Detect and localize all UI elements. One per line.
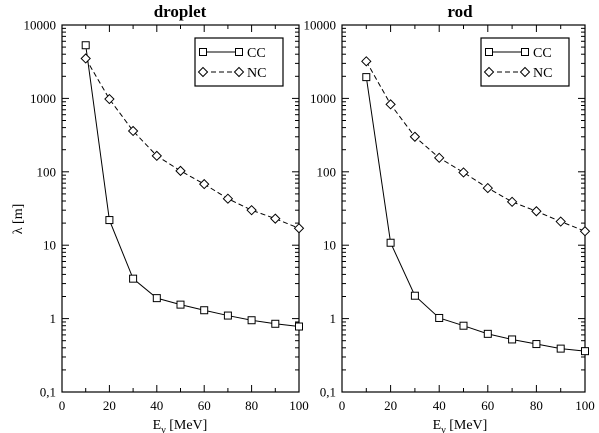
- legend-marker-cc: [199, 48, 207, 56]
- legend-label-cc: CC: [533, 46, 552, 61]
- marker-nc: [361, 56, 372, 67]
- panel-rod: rod Eν [MeV] 0 20 40 60 80 100 0,1 1 10 100 1000 10…: [304, 2, 595, 433]
- y-tick-label: 1000: [310, 91, 336, 106]
- legend-marker-cc: [235, 48, 243, 56]
- marker-cc: [81, 41, 90, 50]
- marker-cc: [152, 294, 161, 303]
- marker-nc: [555, 216, 566, 227]
- series-line-cc: [365, 77, 586, 352]
- x-axis-label-droplet: Eν [MeV]: [153, 418, 208, 433]
- marker-cc: [129, 274, 138, 283]
- x-tick-label: 0: [339, 398, 346, 413]
- marker-cc: [176, 300, 185, 309]
- legend-marker-nc: [233, 66, 245, 78]
- marker-nc: [80, 53, 91, 64]
- marker-nc: [151, 150, 163, 162]
- legend-box: [480, 37, 570, 87]
- x-tick-label: 60: [481, 398, 494, 413]
- marker-cc: [532, 340, 541, 349]
- x-tick-label: 100: [575, 398, 595, 413]
- panel-droplet: droplet λ [m] Eν [MeV] 0 20 40 60 80 100 0,1 1 1…: [11, 2, 309, 433]
- y-tick-label: 100: [317, 164, 337, 179]
- marker-cc: [581, 347, 589, 356]
- marker-nc: [246, 204, 257, 216]
- marker-nc: [104, 93, 115, 105]
- marker-cc: [200, 306, 209, 315]
- x-tick-label: 20: [103, 398, 116, 413]
- legend-marker-nc: [483, 66, 495, 78]
- x-tick-label: 60: [198, 398, 211, 413]
- series-line-nc: [85, 58, 300, 229]
- marker-nc: [482, 182, 494, 194]
- marker-nc: [409, 131, 421, 142]
- y-tick-label: 10: [323, 238, 336, 253]
- marker-nc: [458, 167, 469, 178]
- legend-marker-cc: [485, 48, 493, 56]
- marker-cc: [483, 329, 492, 338]
- marker-cc: [105, 216, 114, 225]
- legend-label-cc: CC: [247, 46, 266, 61]
- x-tick-label: 40: [433, 398, 446, 413]
- panel-title-rod: rod: [447, 2, 473, 21]
- marker-nc: [531, 206, 542, 217]
- series-line-nc: [365, 61, 586, 232]
- marker-cc: [459, 321, 468, 330]
- marker-cc: [410, 291, 419, 300]
- y-axis-label: λ [m]: [11, 204, 26, 235]
- x-tick-label: 80: [245, 398, 258, 413]
- legend-label-nc: NC: [247, 66, 266, 81]
- x-tick-label: 40: [150, 398, 163, 413]
- panel-title-droplet: droplet: [154, 2, 207, 21]
- legend-marker-nc: [519, 66, 531, 78]
- marker-cc: [435, 313, 444, 322]
- marker-cc: [556, 344, 565, 353]
- marker-nc: [198, 178, 210, 190]
- marker-nc: [222, 193, 234, 204]
- x-axis-label-rod: Eν [MeV]: [433, 418, 488, 433]
- y-tick-label: 0,1: [320, 385, 336, 400]
- x-tick-label: 20: [384, 398, 397, 413]
- legend-label-nc: NC: [533, 66, 552, 81]
- y-tick-label: 1000: [30, 91, 56, 106]
- series-line-cc: [85, 45, 300, 328]
- marker-nc: [506, 196, 518, 208]
- x-tick-label: 0: [59, 398, 66, 413]
- marker-cc: [247, 316, 256, 325]
- marker-cc: [223, 311, 232, 320]
- y-tick-label: 10000: [304, 18, 337, 33]
- legend-marker-cc: [521, 48, 529, 56]
- y-tick-label: 10000: [24, 18, 57, 33]
- x-tick-label: 100: [289, 398, 309, 413]
- legend-marker-nc: [197, 66, 209, 78]
- marker-nc: [127, 125, 139, 137]
- marker-cc: [271, 319, 280, 328]
- marker-cc: [362, 73, 371, 82]
- x-tick-label: 80: [530, 398, 543, 413]
- marker-cc: [295, 322, 303, 331]
- marker-nc: [175, 165, 186, 177]
- y-tick-label: 0,1: [40, 385, 56, 400]
- marker-nc: [579, 226, 591, 237]
- marker-nc: [293, 223, 305, 234]
- y-tick-label: 1: [330, 311, 337, 326]
- y-tick-label: 100: [37, 164, 57, 179]
- marker-nc: [270, 213, 281, 224]
- y-tick-label: 10: [43, 238, 56, 253]
- y-tick-label: 1: [50, 311, 57, 326]
- marker-cc: [508, 335, 517, 344]
- marker-cc: [386, 238, 395, 247]
- marker-nc: [385, 99, 396, 110]
- legend-box: [194, 37, 284, 87]
- marker-nc: [433, 152, 445, 164]
